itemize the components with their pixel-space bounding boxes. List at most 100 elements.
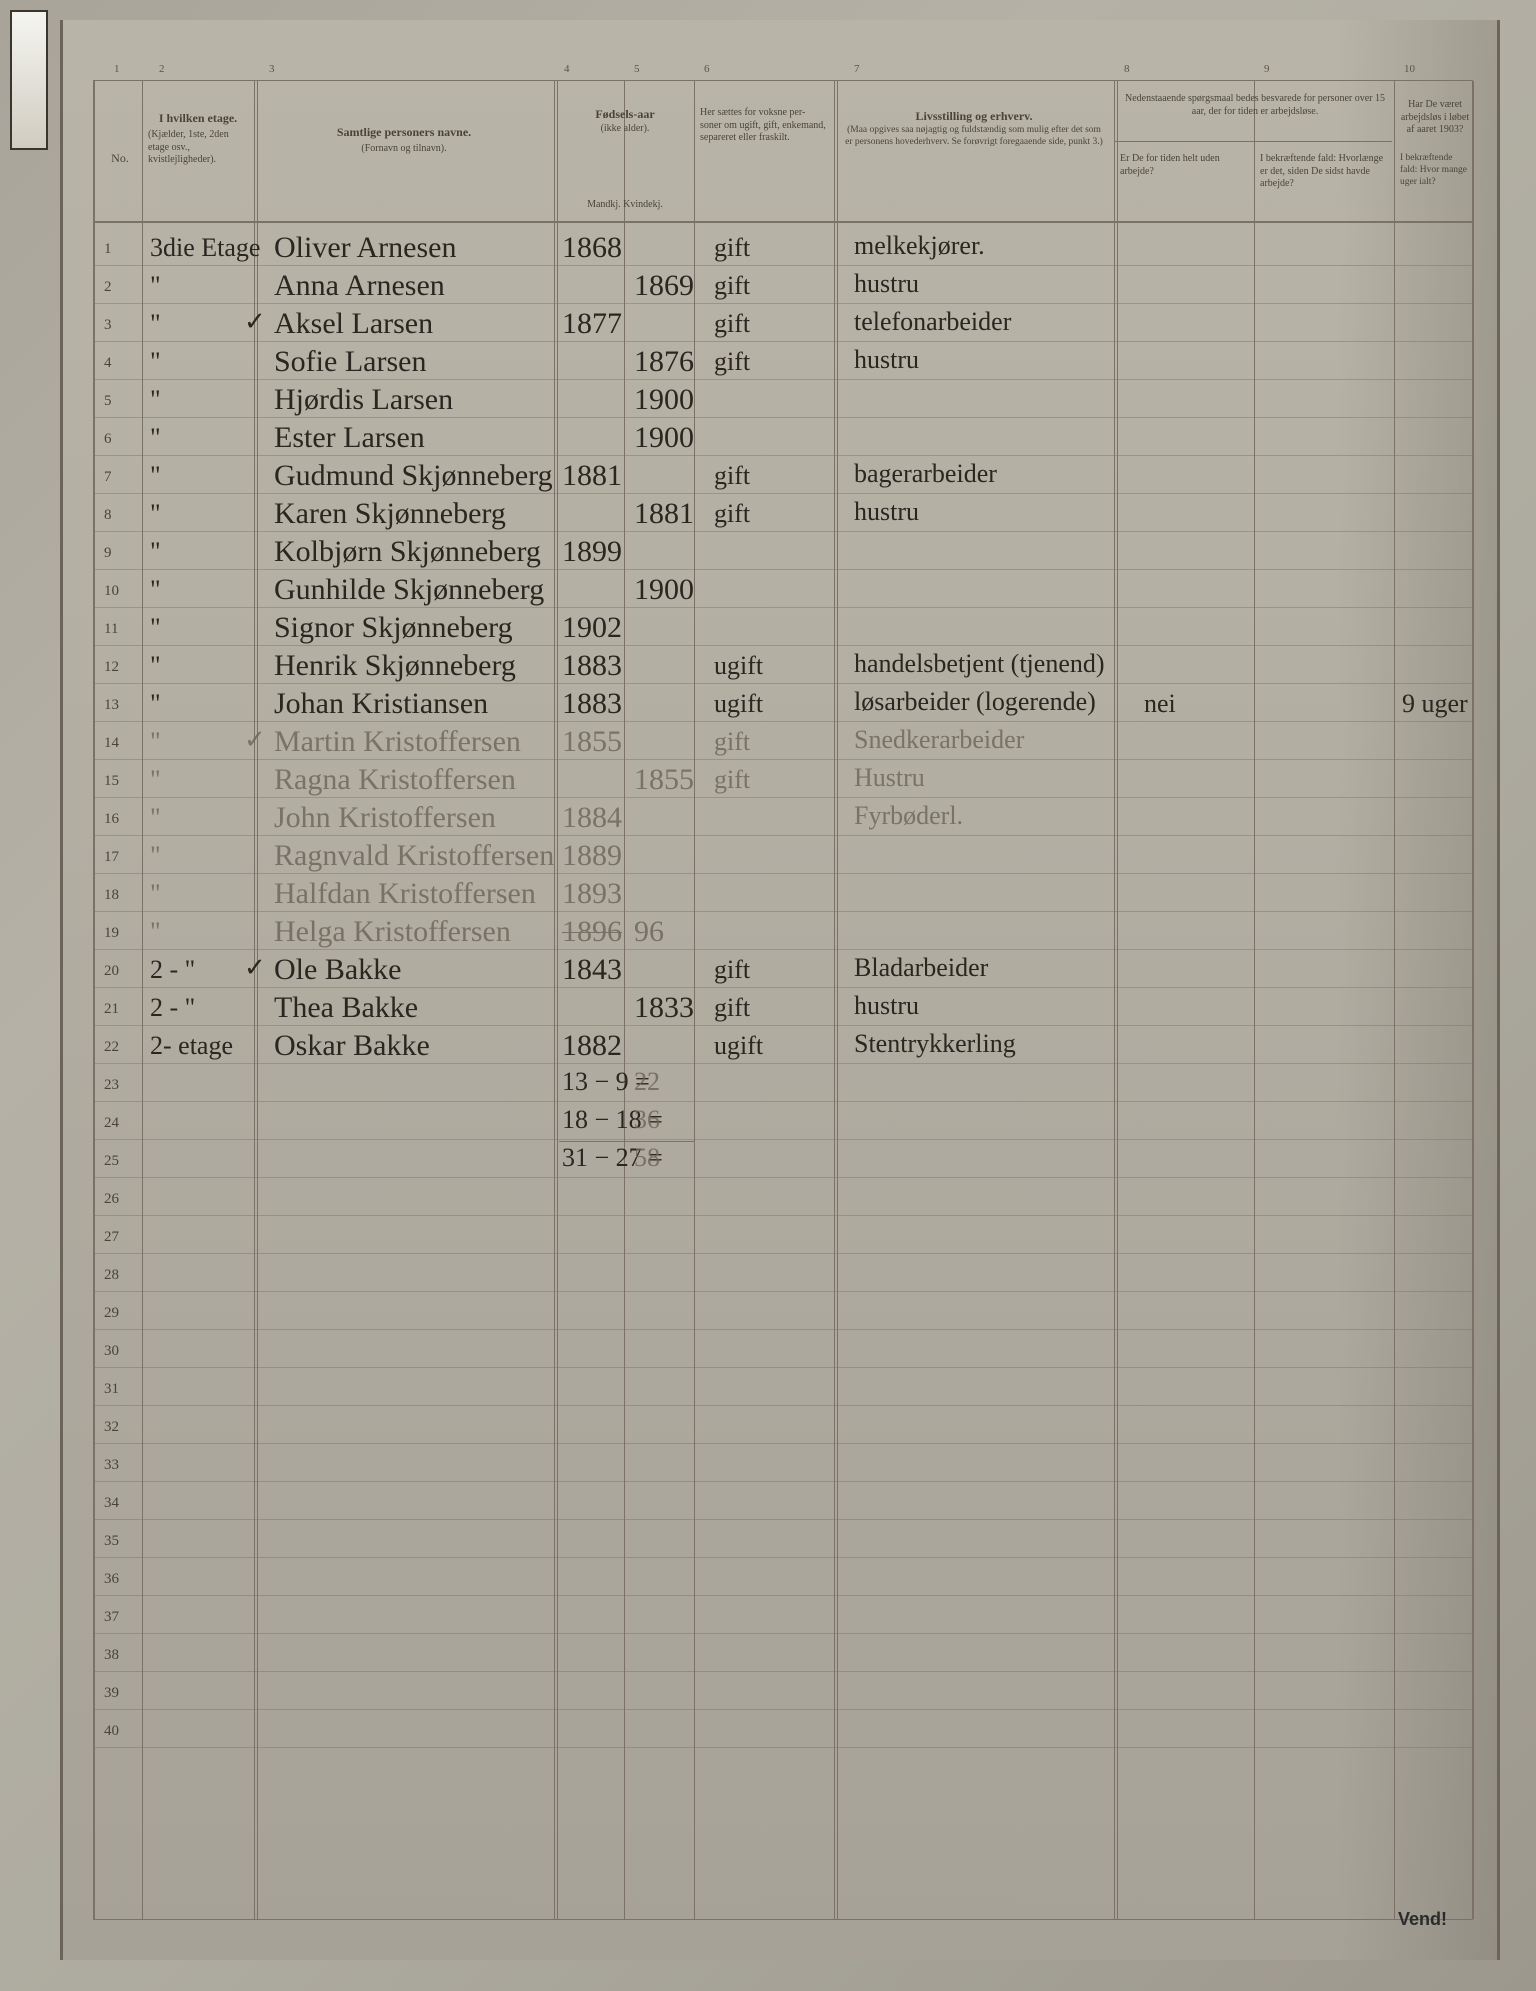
row-rule bbox=[94, 1101, 1472, 1102]
handwritten-cell: Oliver Arnesen bbox=[274, 233, 456, 263]
row-rule bbox=[94, 569, 1472, 570]
row-rule bbox=[94, 1481, 1472, 1482]
handwritten-cell: " bbox=[150, 653, 161, 679]
handwritten-cell: ✓ bbox=[244, 309, 266, 335]
row-number: 19 bbox=[104, 925, 119, 942]
handwritten-cell: Ole Bakke bbox=[274, 955, 401, 985]
column-rule bbox=[1114, 81, 1115, 1919]
handwritten-cell: Oskar Bakke bbox=[274, 1031, 430, 1061]
row-number: 15 bbox=[104, 773, 119, 790]
row-number: 3 bbox=[104, 317, 112, 334]
handwritten-cell: " bbox=[150, 311, 161, 337]
row-number: 27 bbox=[104, 1229, 119, 1246]
handwritten-cell: " bbox=[150, 577, 161, 603]
handwritten-cell: 1868 bbox=[562, 233, 622, 263]
row-rule bbox=[94, 797, 1472, 798]
column-rule bbox=[142, 81, 143, 1919]
row-number: 29 bbox=[104, 1305, 119, 1322]
row-rule bbox=[94, 379, 1472, 380]
column-rule bbox=[554, 81, 555, 1919]
handwritten-cell: Gunhilde Skjønneberg bbox=[274, 575, 544, 605]
row-rule bbox=[94, 1633, 1472, 1634]
header-navne: Samtlige personers navne. bbox=[264, 125, 544, 140]
handwritten-cell: Martin Kristoffersen bbox=[274, 727, 521, 757]
header-etage-sub: (Kjælder, 1ste, 2den etage osv., kvistle… bbox=[148, 129, 248, 167]
handwritten-cell: Ragnvald Kristoffersen bbox=[274, 841, 554, 871]
handwritten-cell: Gudmund Skjønneberg bbox=[274, 461, 553, 491]
column-number: 9 bbox=[1264, 63, 1270, 75]
row-number: 20 bbox=[104, 963, 119, 980]
handwritten-cell: telefonarbeider bbox=[854, 309, 1011, 335]
handwritten-cell: 58 bbox=[634, 1145, 660, 1171]
handwritten-cell: nei bbox=[1144, 691, 1176, 717]
row-number: 25 bbox=[104, 1153, 119, 1170]
handwritten-cell: 1900 bbox=[634, 385, 694, 415]
handwritten-cell: ugift bbox=[714, 653, 763, 679]
row-rule bbox=[94, 1253, 1472, 1254]
handwritten-cell: gift bbox=[714, 995, 750, 1021]
column-rule bbox=[834, 81, 835, 1919]
table-frame: 12345678910 No. I hvilken etage. (Kjælde… bbox=[93, 80, 1473, 1920]
handwritten-cell: " bbox=[150, 349, 161, 375]
header-civil: Her sættes for voksne per- soner om ugif… bbox=[700, 107, 828, 145]
handwritten-cell: gift bbox=[714, 235, 750, 261]
row-rule bbox=[94, 949, 1472, 950]
column-number: 7 bbox=[854, 63, 860, 75]
handwritten-cell: 1881 bbox=[634, 499, 694, 529]
handwritten-cell: Henrik Skjønneberg bbox=[274, 651, 516, 681]
row-number: 6 bbox=[104, 431, 112, 448]
row-rule bbox=[94, 721, 1472, 722]
row-rule bbox=[94, 1671, 1472, 1672]
row-number: 31 bbox=[104, 1381, 119, 1398]
row-rule bbox=[94, 1557, 1472, 1558]
handwritten-cell: 1889 bbox=[562, 841, 622, 871]
handwritten-cell: 1877 bbox=[562, 309, 622, 339]
handwritten-cell: 1883 bbox=[562, 689, 622, 719]
handwritten-cell: " bbox=[150, 539, 161, 565]
handwritten-cell: 3die Etage bbox=[150, 235, 260, 261]
column-number: 4 bbox=[564, 63, 570, 75]
handwritten-cell: hustru bbox=[854, 993, 919, 1019]
handwritten-cell: " bbox=[150, 501, 161, 527]
handwritten-cell: " bbox=[150, 273, 161, 299]
handwritten-cell: 1855 bbox=[634, 765, 694, 795]
handwritten-cell: Thea Bakke bbox=[274, 993, 418, 1023]
column-rule bbox=[1254, 81, 1255, 1919]
row-rule bbox=[94, 759, 1472, 760]
row-number: 16 bbox=[104, 811, 119, 828]
handwritten-cell: Hjørdis Larsen bbox=[274, 385, 453, 415]
row-number: 17 bbox=[104, 849, 119, 866]
handwritten-cell: " bbox=[150, 729, 161, 755]
handwritten-cell: Kolbjørn Skjønneberg bbox=[274, 537, 541, 567]
header-navne-sub: (Fornavn og tilnavn). bbox=[264, 143, 544, 156]
handwritten-cell: " bbox=[150, 767, 161, 793]
header-col8: Er De for tiden helt uden arbejde? bbox=[1120, 153, 1250, 178]
column-rule bbox=[254, 81, 255, 1919]
column-number: 8 bbox=[1124, 63, 1130, 75]
header-fodsel-sub: (ikke alder). bbox=[560, 123, 690, 136]
row-rule bbox=[94, 1709, 1472, 1710]
handwritten-cell: handelsbetjent (tjenend) bbox=[854, 651, 1105, 677]
handwritten-cell: Aksel Larsen bbox=[274, 309, 433, 339]
row-number: 10 bbox=[104, 583, 119, 600]
handwritten-cell: melkekjører. bbox=[854, 233, 985, 259]
handwritten-cell: " bbox=[150, 881, 161, 907]
handwritten-cell: Anna Arnesen bbox=[274, 271, 445, 301]
row-number: 30 bbox=[104, 1343, 119, 1360]
header-no: No. bbox=[100, 151, 140, 166]
row-number: 13 bbox=[104, 697, 119, 714]
row-rule bbox=[94, 455, 1472, 456]
handwritten-cell: ugift bbox=[714, 1033, 763, 1059]
handwritten-cell: Karen Skjønneberg bbox=[274, 499, 506, 529]
column-rule bbox=[624, 81, 625, 1919]
handwritten-cell: 1900 bbox=[634, 423, 694, 453]
handwritten-cell: 1869 bbox=[634, 271, 694, 301]
footer-vend: Vend! bbox=[1398, 1909, 1447, 1930]
row-number: 12 bbox=[104, 659, 119, 676]
header-rule bbox=[94, 221, 1472, 223]
row-rule bbox=[94, 873, 1472, 874]
handwritten-cell: Signor Skjønneberg bbox=[274, 613, 513, 643]
row-number: 18 bbox=[104, 887, 119, 904]
row-number: 21 bbox=[104, 1001, 119, 1018]
handwritten-cell: 22 bbox=[634, 1069, 660, 1095]
